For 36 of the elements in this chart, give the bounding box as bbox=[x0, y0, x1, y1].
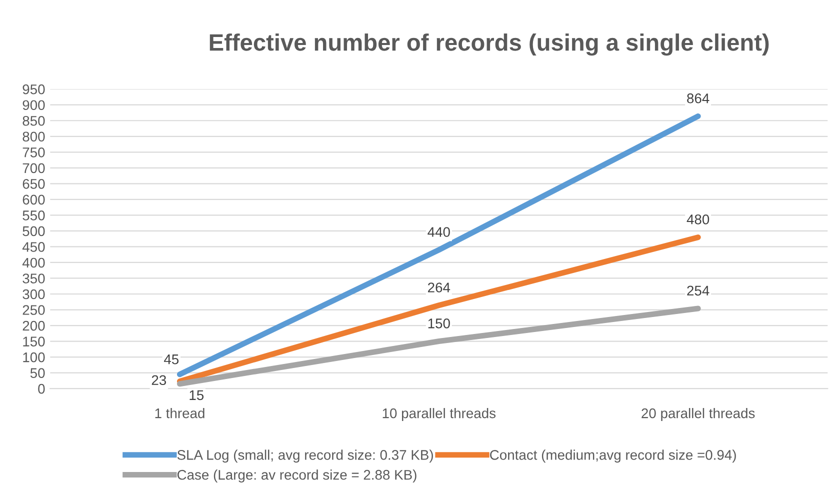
y-tick-label: 50 bbox=[30, 368, 45, 378]
y-tick-label: 950 bbox=[22, 84, 45, 94]
y-tick-label: 400 bbox=[22, 258, 45, 268]
data-label: 15 bbox=[190, 390, 204, 400]
x-tick-label: 10 parallel threads bbox=[382, 408, 496, 421]
data-label: 23 bbox=[152, 375, 166, 386]
y-tick-label: 200 bbox=[22, 320, 45, 331]
y-tick-label: 550 bbox=[22, 210, 45, 220]
y-tick-label: 150 bbox=[23, 336, 45, 346]
y-tick-label: 850 bbox=[22, 116, 45, 126]
y-tick-label: 500 bbox=[22, 226, 45, 236]
data-label: 480 bbox=[686, 214, 710, 224]
y-tick-label: 650 bbox=[22, 179, 45, 189]
y-tick-label: 750 bbox=[22, 147, 45, 158]
y-tick-label: 0 bbox=[38, 384, 45, 394]
x-tick-label: 20 parallel threads bbox=[642, 408, 755, 421]
y-tick-label: 250 bbox=[22, 305, 45, 315]
x-tick-label: 1 thread bbox=[155, 408, 204, 418]
data-label: 864 bbox=[687, 93, 710, 104]
data-label: 45 bbox=[164, 354, 179, 364]
legend-label: Contact (medium;avg record size =0.94) bbox=[490, 450, 736, 463]
data-label: 254 bbox=[687, 286, 710, 296]
legend-label: Case (Large: av record size = 2.88 KB) bbox=[177, 470, 416, 482]
legend-label: SLA Log (small; avg record size: 0.37 KB) bbox=[177, 450, 433, 463]
y-tick-label: 600 bbox=[22, 194, 45, 205]
chart-title: Effective number of records (using a single client) bbox=[210, 33, 769, 56]
data-label: 150 bbox=[428, 318, 450, 328]
y-tick-label: 900 bbox=[22, 100, 45, 110]
y-tick-label: 700 bbox=[22, 163, 45, 174]
y-tick-label: 100 bbox=[23, 352, 45, 362]
y-tick-label: 350 bbox=[22, 274, 45, 284]
data-label: 440 bbox=[428, 227, 450, 237]
y-tick-label: 450 bbox=[22, 242, 45, 252]
y-tick-label: 800 bbox=[22, 132, 45, 142]
data-label: 264 bbox=[428, 282, 450, 292]
y-tick-label: 300 bbox=[22, 289, 45, 300]
